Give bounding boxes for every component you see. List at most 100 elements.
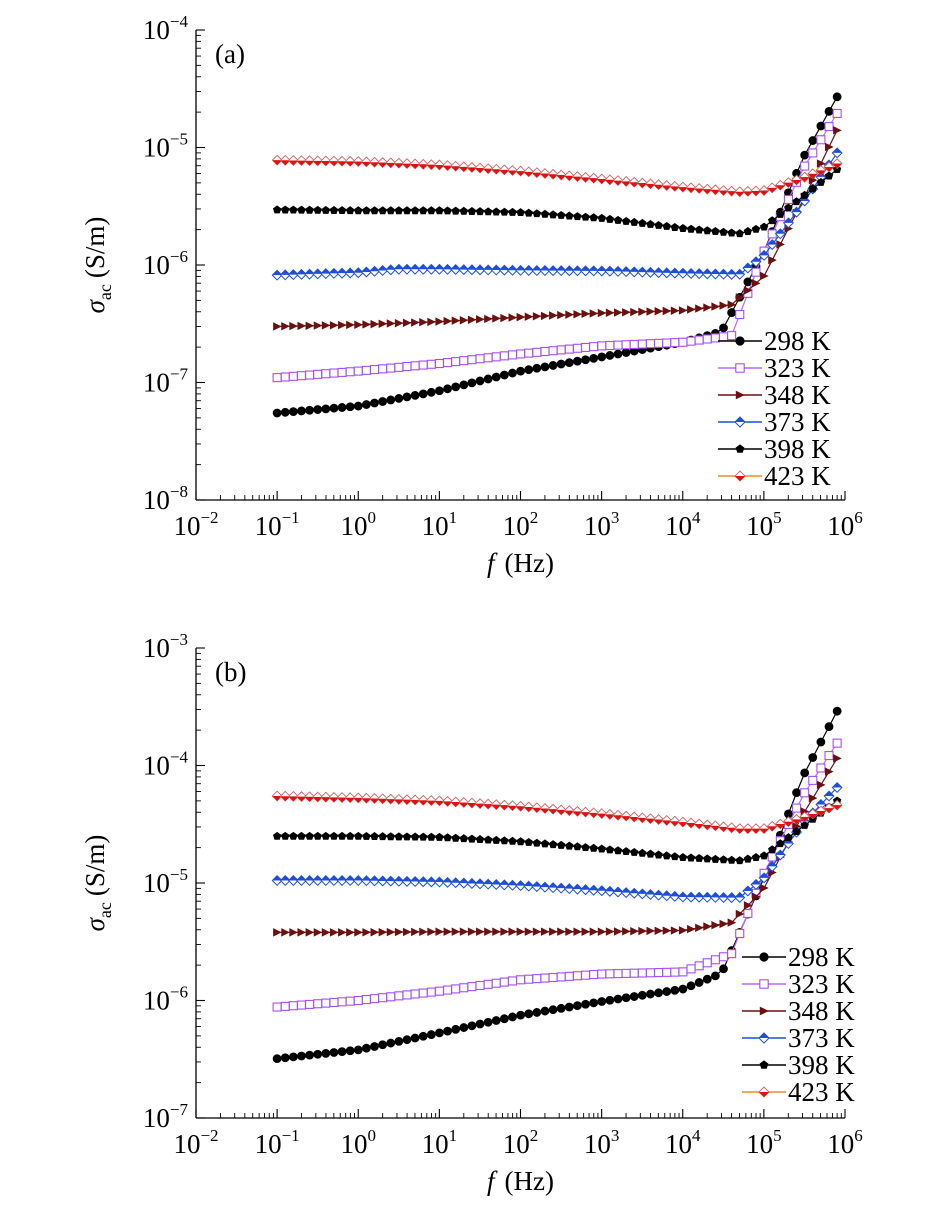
data-point-fill [670,891,680,897]
data-point [612,809,624,821]
data-point [386,992,396,1002]
data-point [500,313,509,323]
data-point [370,1042,379,1051]
data-point-fill [832,163,842,169]
data-point-fill [588,885,599,891]
data-point [401,875,413,887]
data-point [378,1040,388,1050]
data-point [670,338,680,348]
data-point [816,135,826,145]
data-point [654,850,663,859]
data-point [394,991,404,1001]
data-point [727,308,737,317]
data-point [490,163,502,175]
data-point [425,876,437,888]
data-point [313,1049,323,1059]
x-tick-base: 10 [173,1129,200,1159]
data-point [630,847,639,856]
data-point [482,878,494,890]
data-point [338,928,347,937]
data-point [506,879,518,891]
data-point [475,207,485,216]
data-point-fill [312,269,323,274]
data-point-fill [718,269,729,275]
data-point [443,384,452,394]
data-point [620,266,632,278]
data-point-fill [312,875,323,881]
data-point [272,831,282,840]
data-point [272,408,282,418]
data-point [337,403,347,412]
data-point [450,796,462,808]
data-point [628,811,640,823]
data-point-fill [743,263,753,269]
legend-label: 323 K [764,353,831,383]
data-point [451,316,461,325]
data-point [281,322,290,331]
data-point [719,323,728,333]
data-point [442,160,454,172]
data-point [695,923,704,932]
data-point-fill [272,796,282,801]
data-point [288,1001,298,1011]
data-point [508,836,517,845]
data-point [605,214,615,223]
data-point-fill [410,163,420,169]
data-point [751,267,761,277]
data-point [678,967,688,977]
data-point [297,831,306,840]
data-point [474,162,486,174]
data-point-fill [653,267,664,273]
data-point [588,807,600,819]
data-point [677,267,689,279]
x-tick-base: 10 [503,511,530,541]
data-point-fill [767,187,778,193]
y-tick-label: 10−7 [143,1100,189,1133]
legend-swatch-marker [735,390,745,400]
series-398-k [272,165,842,238]
data-point [425,263,437,275]
data-point-fill [394,163,404,169]
data-point [726,268,738,280]
x-tick-base: 10 [503,1129,530,1159]
data-point [620,887,632,899]
y-tick-label: 10−7 [143,365,189,398]
data-point [466,161,478,173]
x-tick-exponent: 1 [449,1126,458,1145]
data-point [628,887,640,899]
x-tick-exponent: 6 [854,1126,863,1145]
data-point-fill [418,164,429,170]
data-point [825,142,834,152]
data-point [540,346,550,357]
data-point-fill [418,264,429,270]
data-point [670,306,680,315]
data-point [500,207,509,216]
series-line [277,795,838,830]
data-point [759,222,769,231]
data-point [532,1008,542,1017]
data-point [401,158,413,170]
data-point-fill [629,816,640,822]
data-point [824,722,834,732]
data-point [474,798,486,810]
data-point [581,927,591,936]
data-point [823,790,835,802]
data-point-fill [353,161,364,167]
y-tick-base: 10 [143,368,170,398]
data-point [540,927,550,936]
data-point [581,355,590,365]
legend-swatch-marker-fill [734,476,746,482]
data-point [443,358,453,368]
data-point [499,351,509,361]
data-point-fill [751,190,761,196]
data-point-fill [402,163,412,169]
data-point [743,226,753,235]
data-point [547,803,559,815]
data-point [654,220,663,229]
data-point [288,371,298,381]
data-point-fill [556,809,566,815]
data-point [490,879,502,891]
data-point [320,268,332,280]
data-point [287,790,299,802]
x-axis-label: f (Hz) [487,1166,554,1196]
